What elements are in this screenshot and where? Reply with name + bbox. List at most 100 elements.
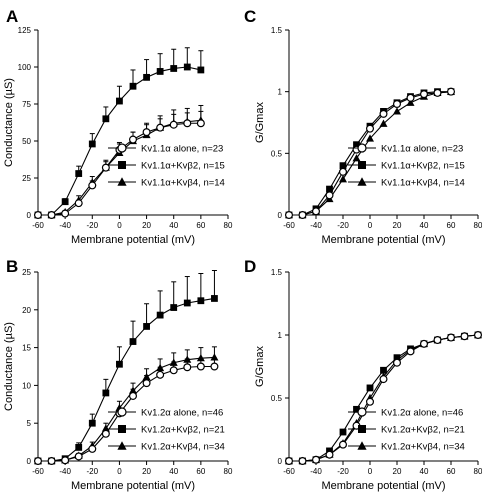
data-point [366,384,374,392]
data-point [156,68,164,75]
series-open-circle [33,357,219,466]
y-tick-label: 100 [18,63,32,72]
data-point [339,162,347,170]
legend-label: Kv1.1α alone, n=23 [141,144,223,155]
x-axis-label: Membrane potential (mV) [71,234,195,246]
data-point [196,362,205,371]
y-axis-label: Conductance (µS) [3,322,15,411]
x-tick-label: 80 [224,221,233,230]
data-point [170,304,178,311]
data-point [210,362,219,371]
data-point [143,323,150,330]
data-point [33,211,42,220]
x-tick-label: 0 [117,221,122,230]
x-tick-label: 60 [196,221,205,230]
data-point [74,452,83,461]
legend-marker [357,177,367,186]
x-tick-label: -60 [32,221,44,230]
data-point [379,119,388,127]
data-point [298,211,307,220]
legend-marker [117,407,127,417]
y-tick-label: 0.5 [271,394,283,403]
x-tick-label: -60 [283,467,295,476]
legend-marker [357,143,367,153]
data-point [406,93,415,102]
data-point [183,63,191,71]
data-point [380,366,387,374]
panel-C: C 0 0.5 1 1.5 -60 -40 -20 0 20 40 60 80 Membrane pote… [244,7,482,246]
data-point [101,163,110,172]
x-tick-label: 80 [474,467,482,476]
panel-label: A [6,7,18,26]
y-tick-label: 0.5 [271,149,283,158]
x-tick-label: 0 [368,221,373,230]
data-point [142,128,151,137]
legend: Kv1.1α alone, n=23 Kv1.1α+Kvβ2, n=15 Kv1.1… [348,143,465,189]
x-tick-label: -40 [310,467,322,476]
data-point [169,366,178,375]
y-axis-label: G/Gmax [254,346,266,387]
data-point [47,457,56,466]
y-tick-label: 50 [22,137,31,146]
legend-marker [118,425,126,433]
x-tick-label: 20 [142,467,151,476]
data-point [142,379,151,388]
data-point [447,87,456,96]
data-point [88,444,97,453]
legend-label: Kv1.1α alone, n=23 [381,144,463,155]
data-point [406,98,415,106]
y-tick-label: 15 [22,344,31,353]
legend-marker [118,161,126,169]
data-point [88,181,97,190]
data-point [433,336,442,345]
data-point [460,332,469,341]
data-point [393,358,402,367]
y-tick-label: 1.5 [271,268,283,277]
data-point [366,134,374,142]
data-point [353,141,360,149]
data-point [88,140,96,148]
data-point [379,109,388,118]
x-tick-label: 20 [393,221,402,230]
x-tick-label: -20 [87,467,99,476]
data-point [210,353,219,361]
y-tick-label: 125 [18,26,32,35]
data-point [420,90,429,99]
y-tick-label: 25 [22,174,31,183]
x-tick-label: -40 [59,221,71,230]
data-point [353,405,360,413]
data-point [129,82,137,90]
data-point [75,443,83,451]
data-point [339,428,347,436]
y-axis-label: G/Gmax [254,102,266,143]
legend-marker [117,441,127,450]
legend-label: Kv1.1α+Kvβ4, n=14 [381,178,465,189]
legend: Kv1.2α alone, n=46 Kv1.2α+Kvβ2, n=21 Kv1.2… [348,407,465,453]
legend-marker [358,161,366,169]
panel-B: B 0 5 10 15 20 25 -60 -40 -20 0 20 40 60 80 Membrane po… [3,257,233,492]
legend: Kv1.1α alone, n=23 Kv1.1α+Kvβ2, n=15 Kv1.1… [108,143,225,189]
y-axis-label: Conductance (µS) [3,78,15,167]
data-point [102,115,110,123]
data-point [211,295,218,302]
data-point [325,191,334,200]
y-tick-label: 1.5 [271,26,283,35]
legend-marker [117,177,127,186]
x-tick-label: -40 [59,467,71,476]
x-axis-label: Membrane potential (mV) [321,480,445,492]
y-tick-label: 20 [22,306,31,315]
data-point [339,175,347,183]
data-point [75,170,83,177]
legend-marker [117,143,127,153]
legend-label: Kv1.2α+Kvβ2, n=21 [141,425,225,436]
x-tick-label: -20 [337,467,349,476]
legend-label: Kv1.2α+Kvβ4, n=34 [141,442,225,453]
data-point [379,375,388,384]
legend: Kv1.2α alone, n=46 Kv1.2α+Kvβ2, n=21 Kv1.2… [108,407,225,453]
data-point [366,397,375,406]
panel-label: B [6,257,18,276]
data-point [183,299,191,307]
series-line [38,297,215,462]
data-point [129,338,137,345]
data-point [116,360,123,368]
